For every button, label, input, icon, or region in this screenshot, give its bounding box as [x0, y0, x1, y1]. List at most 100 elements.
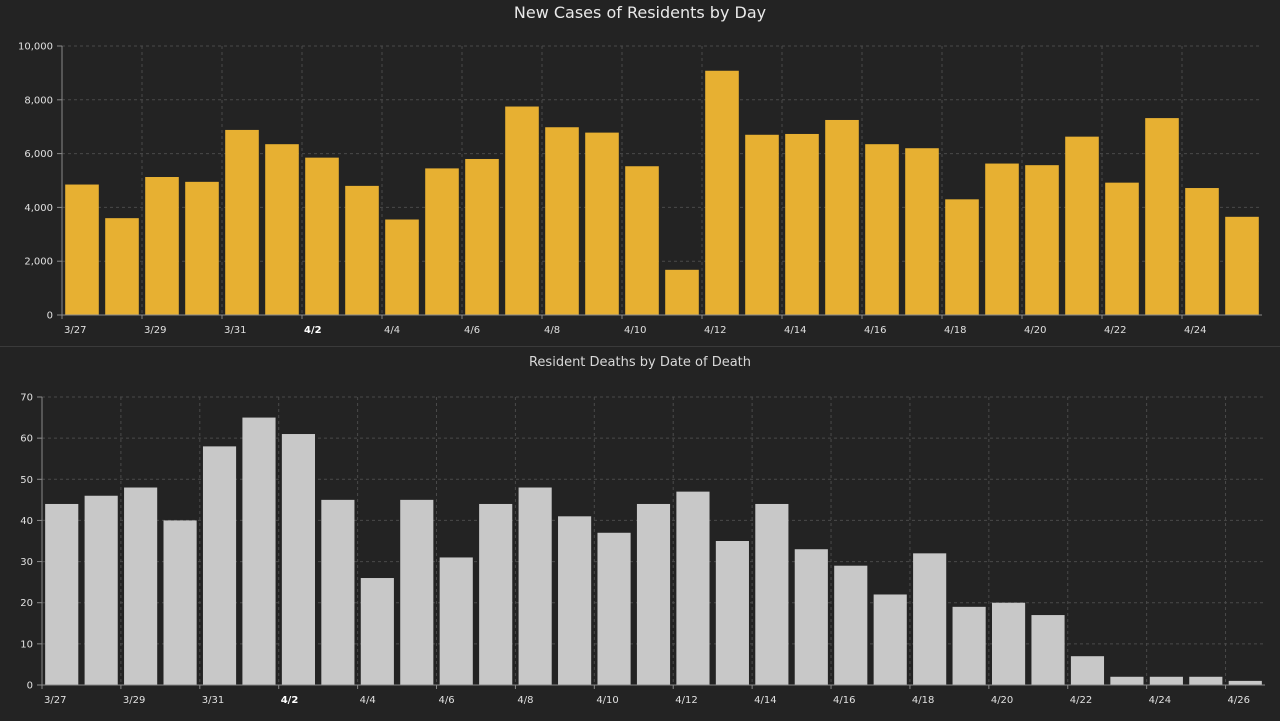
- deaths-xtick-label: 4/10: [596, 695, 618, 706]
- cases-ytick-label: 10,000: [18, 42, 53, 53]
- cases-bar-4-23: [1145, 118, 1179, 315]
- deaths-bar-3-30: [163, 520, 197, 685]
- deaths-ytick-label: 30: [20, 557, 33, 568]
- deaths-bar-4-26: [1228, 680, 1262, 685]
- cases-bar-4-5: [425, 168, 459, 315]
- deaths-ytick-label: 50: [20, 475, 33, 486]
- deaths-bar-4-12: [676, 491, 710, 685]
- cases-xtick-label: 3/27: [64, 325, 86, 336]
- deaths-bar-4-5: [400, 499, 434, 685]
- cases-bar-4-8: [545, 127, 579, 315]
- cases-bar-4-12: [705, 70, 739, 315]
- deaths-bar-4-1: [242, 417, 276, 685]
- cases-chart-title: New Cases of Residents by Day: [513, 3, 767, 22]
- cases-bar-4-22: [1105, 182, 1139, 315]
- cases-bar-4-20: [1025, 165, 1059, 315]
- cases-xtick-label: 4/24: [1184, 325, 1206, 336]
- cases-ytick-label: 0: [47, 311, 53, 322]
- deaths-xtick-label: 3/27: [44, 695, 66, 706]
- deaths-xtick-label: 4/18: [912, 695, 934, 706]
- cases-bar-4-10: [625, 166, 659, 315]
- deaths-xtick-label: 4/24: [1149, 695, 1171, 706]
- deaths-bar-4-4: [360, 578, 394, 685]
- cases-xtick-label: 4/18: [944, 325, 966, 336]
- cases-xtick-label: 3/31: [224, 325, 246, 336]
- deaths-bar-4-25: [1189, 676, 1223, 685]
- cases-bar-4-1: [265, 144, 299, 315]
- cases-xtick-label: 4/12: [704, 325, 726, 336]
- deaths-xtick-label: 4/2: [281, 695, 299, 706]
- deaths-bar-3-29: [124, 487, 158, 685]
- cases-xtick-label: 4/2: [304, 325, 322, 336]
- cases-bar-4-9: [585, 132, 619, 315]
- deaths-bar-4-8: [518, 487, 552, 685]
- cases-xtick-label: 4/20: [1024, 325, 1046, 336]
- cases-xtick-label: 4/22: [1104, 325, 1126, 336]
- deaths-ytick-label: 0: [27, 681, 33, 692]
- cases-bar-4-13: [745, 134, 779, 315]
- deaths-xtick-label: 4/6: [439, 695, 455, 706]
- deaths-xtick-label: 4/8: [517, 695, 533, 706]
- cases-bar-4-16: [865, 144, 899, 315]
- cases-bar-3-28: [105, 218, 139, 315]
- cases-bar-3-30: [185, 181, 219, 315]
- cases-bar-4-11: [665, 269, 699, 315]
- cases-bar-4-4: [385, 219, 419, 315]
- deaths-bar-3-27: [45, 503, 79, 685]
- cases-xtick-label: 4/10: [624, 325, 646, 336]
- deaths-bar-4-14: [755, 503, 789, 685]
- deaths-bar-4-13: [715, 541, 749, 685]
- cases-ytick-label: 6,000: [24, 149, 53, 160]
- deaths-chart-title: Resident Deaths by Date of Death: [528, 355, 752, 370]
- deaths-bar-4-10: [597, 532, 631, 685]
- cases-xtick-label: 4/6: [464, 325, 480, 336]
- deaths-xtick-label: 4/16: [833, 695, 855, 706]
- deaths-bar-4-3: [321, 499, 355, 685]
- deaths-bar-3-28: [84, 495, 118, 685]
- cases-bar-4-21: [1065, 136, 1099, 315]
- deaths-xtick-label: 3/29: [123, 695, 145, 706]
- deaths-bar-4-24: [1149, 676, 1183, 685]
- cases-bar-4-3: [345, 185, 379, 315]
- cases-bar-4-18: [945, 199, 979, 315]
- cases-xtick-label: 4/8: [544, 325, 560, 336]
- deaths-chart-panel: 0 10 20 30 40 50 60 70 3/27 3/29 3/31 4/2 4/4 4/6 4/8 4…: [0, 346, 1280, 721]
- deaths-bar-4-21: [1031, 615, 1065, 685]
- cases-xtick-label: 4/14: [784, 325, 806, 336]
- cases-xtick-label: 4/4: [384, 325, 400, 336]
- deaths-xtick-label: 4/26: [1228, 695, 1250, 706]
- cases-ytick-label: 4,000: [24, 203, 53, 214]
- cases-bar-3-31: [225, 129, 259, 315]
- deaths-bar-4-23: [1110, 676, 1144, 685]
- deaths-bar-4-18: [913, 553, 947, 685]
- cases-chart: 0 2,000 4,000 6,000 8,000 10,000 3/27 3/29 3/31 4…: [18, 42, 1262, 336]
- cases-ytick-label: 2,000: [24, 257, 53, 268]
- cases-xtick-label: 3/29: [144, 325, 166, 336]
- deaths-xtick-label: 3/31: [202, 695, 224, 706]
- deaths-ytick-label: 60: [20, 434, 33, 445]
- deaths-bar-4-9: [558, 516, 592, 685]
- deaths-bar-4-19: [952, 606, 986, 685]
- cases-bar-4-17: [905, 148, 939, 315]
- cases-xtick-label: 4/16: [864, 325, 886, 336]
- deaths-xtick-label: 4/4: [360, 695, 376, 706]
- cases-bar-4-15: [825, 119, 859, 315]
- deaths-bar-4-15: [794, 549, 828, 685]
- deaths-xtick-label: 4/20: [991, 695, 1013, 706]
- deaths-bar-4-17: [873, 594, 907, 685]
- cases-bar-4-24: [1185, 188, 1219, 315]
- cases-bar-4-19: [985, 163, 1019, 315]
- cases-bar-3-27: [65, 184, 99, 315]
- cases-ytick-label: 8,000: [24, 95, 53, 106]
- cases-bar-4-14: [785, 133, 819, 315]
- cases-chart-panel: 0 2,000 4,000 6,000 8,000 10,000 3/27 3/29 3/31 4…: [0, 0, 1280, 344]
- deaths-ytick-label: 20: [20, 598, 33, 609]
- deaths-ytick-label: 70: [20, 393, 33, 404]
- cases-bar-3-29: [145, 177, 179, 315]
- deaths-bar-3-31: [202, 446, 237, 685]
- deaths-bar-4-6: [439, 557, 473, 685]
- deaths-bar-4-2: [281, 434, 316, 685]
- deaths-bar-4-11: [636, 503, 671, 685]
- deaths-ytick-label: 40: [20, 516, 33, 527]
- deaths-bar-4-20: [991, 602, 1026, 685]
